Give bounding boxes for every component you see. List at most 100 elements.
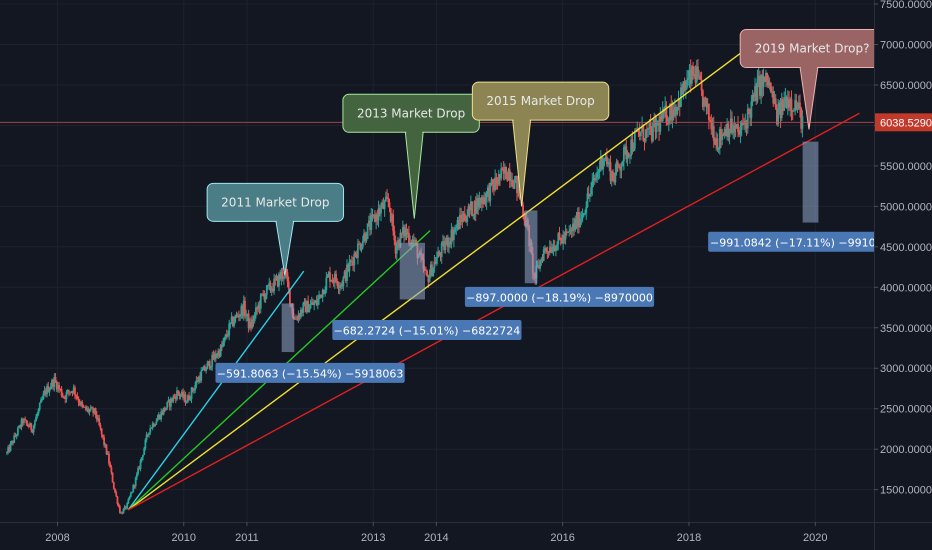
candle-body <box>361 241 364 248</box>
candle-body <box>230 316 233 323</box>
candle-body <box>160 411 163 420</box>
candle-body <box>162 407 165 415</box>
measure-label-bg <box>708 231 885 252</box>
candle-body <box>233 321 235 326</box>
candle-body <box>203 366 206 371</box>
callout-label: 2013 Market Drop <box>357 106 465 120</box>
candle-body <box>762 76 765 88</box>
candle-body <box>699 75 702 80</box>
candle-body <box>563 235 566 240</box>
candle-body <box>154 424 157 427</box>
candle-body <box>336 281 339 286</box>
candle-body <box>369 220 371 230</box>
candle-body <box>758 75 761 96</box>
candle-body <box>195 380 198 385</box>
candle-body <box>614 172 617 183</box>
candle-body <box>375 214 378 222</box>
candle-body <box>655 122 658 132</box>
measure-label-bg <box>332 320 522 341</box>
candle-body <box>703 97 705 107</box>
candle-body <box>326 275 329 278</box>
candle-body <box>315 300 318 306</box>
candle-body <box>652 122 654 141</box>
candle-body <box>98 417 101 426</box>
candle-body <box>429 264 432 276</box>
candle-body <box>121 512 124 514</box>
candle-body <box>295 318 297 320</box>
candle-body <box>304 301 307 313</box>
candle-body <box>388 202 391 209</box>
measure-range-box <box>399 242 426 300</box>
candle-body <box>426 271 429 277</box>
candle-body <box>67 390 70 393</box>
candle-body <box>267 285 269 287</box>
candle-body <box>168 399 171 407</box>
candle-body <box>381 202 384 208</box>
candle-body <box>50 380 53 387</box>
candle-body <box>511 179 514 186</box>
candle-body <box>129 493 132 497</box>
candle-body <box>298 314 301 318</box>
y-tick-label: 5500.0000 <box>880 161 932 173</box>
candle-body <box>14 435 17 437</box>
candle-body <box>601 156 603 169</box>
candle-body <box>109 463 112 468</box>
candle-body <box>344 271 347 281</box>
candle-body <box>743 122 746 125</box>
candle-body <box>65 392 68 400</box>
candle-body <box>349 260 352 262</box>
candle-body <box>598 168 601 172</box>
candle-body <box>558 233 561 238</box>
candle-body <box>590 187 592 195</box>
candle-body <box>694 74 697 83</box>
candle-body <box>133 484 136 487</box>
candle-body <box>218 350 221 357</box>
candle-body <box>472 214 475 216</box>
candle-body <box>585 207 588 214</box>
candle-body <box>554 249 557 252</box>
candle-body <box>314 300 317 303</box>
candle-body <box>647 127 650 130</box>
callout-joint <box>513 118 530 122</box>
candle-body <box>769 82 772 92</box>
candle-body <box>52 380 54 387</box>
candle-body <box>692 66 694 76</box>
candle-body <box>643 140 646 142</box>
candle-body <box>343 271 346 278</box>
candle-body <box>63 396 65 398</box>
candle-body <box>459 214 461 229</box>
candle-body <box>711 126 714 130</box>
candle-body <box>673 107 676 116</box>
candle-body <box>631 139 634 151</box>
candle-body <box>570 229 573 232</box>
candle-body <box>439 254 442 257</box>
candle-body <box>629 155 631 157</box>
candle-body <box>765 72 767 82</box>
candle-body <box>490 179 493 183</box>
candle-body <box>768 82 771 86</box>
candle-body <box>309 304 312 309</box>
candle-body <box>517 182 520 194</box>
candle-body <box>709 119 712 121</box>
candle-body <box>32 425 35 433</box>
candle-body <box>547 252 550 254</box>
candle-body <box>562 235 565 244</box>
candle-body <box>710 120 713 130</box>
candle-body <box>293 318 296 320</box>
candle-body <box>216 356 218 358</box>
y-tick-label: 4500.0000 <box>880 242 932 254</box>
candle-body <box>689 69 692 84</box>
candle-body <box>352 261 354 266</box>
candle-body <box>732 132 735 134</box>
candle-body <box>391 214 393 222</box>
candle-body <box>234 315 237 322</box>
candle-body <box>139 460 142 469</box>
candle-body <box>646 129 648 131</box>
candle-body <box>734 125 737 129</box>
candle-body <box>12 441 14 443</box>
candle-body <box>82 405 85 408</box>
candle-body <box>602 159 605 169</box>
candle-body <box>726 123 729 137</box>
measure-label: −897.0000 (−18.19%) −8970000 <box>466 291 653 304</box>
candle-body <box>332 280 335 283</box>
